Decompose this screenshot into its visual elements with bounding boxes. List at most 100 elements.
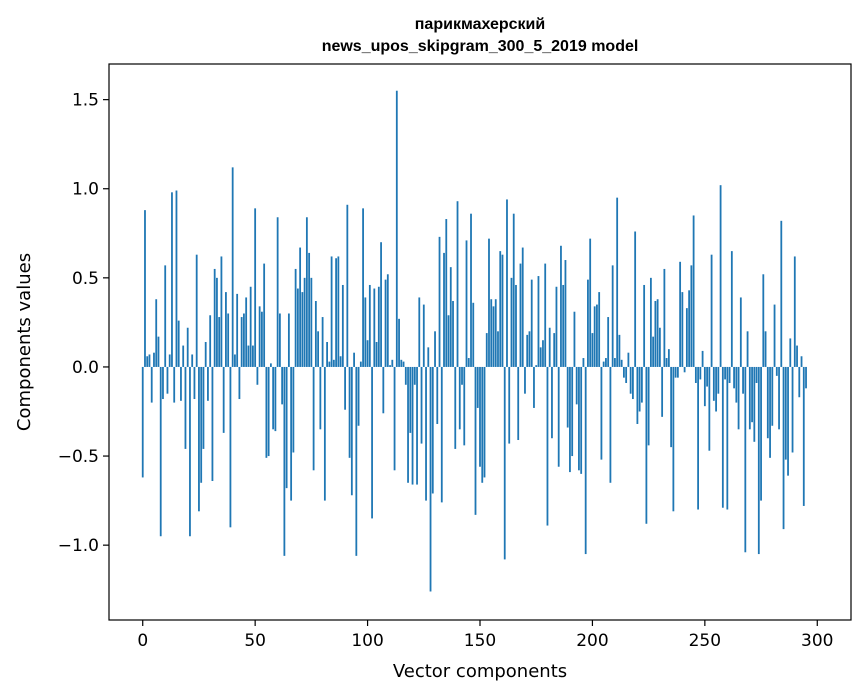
bar-127: [427, 347, 430, 367]
bar-166: [515, 284, 517, 367]
bar-56: [267, 366, 270, 457]
bar-79: [319, 366, 322, 430]
bar-286: [784, 366, 787, 460]
bar-188: [564, 260, 567, 367]
bar-86: [335, 258, 337, 367]
bar-212: [618, 334, 621, 367]
bar-198: [587, 279, 589, 367]
bar-120: [411, 366, 414, 485]
bar-100: [366, 340, 369, 367]
bar-195: [580, 366, 583, 474]
bar-208: [609, 366, 612, 483]
bar-98: [362, 208, 364, 367]
bar-227: [652, 336, 655, 367]
bar-141: [458, 366, 461, 430]
bar-179: [544, 263, 547, 367]
bar-44: [240, 317, 243, 367]
bar-130: [434, 331, 436, 367]
bar-223: [643, 284, 646, 367]
bar-58: [272, 366, 275, 430]
bar-230: [658, 327, 661, 367]
bar-191: [571, 366, 574, 457]
bar-42: [236, 293, 239, 367]
bar-242: [685, 308, 688, 367]
bar-102: [371, 366, 373, 519]
bar-207: [607, 317, 610, 367]
bar-21: [189, 366, 191, 537]
bar-4: [150, 366, 153, 403]
bar-249: [701, 350, 704, 367]
bar-210: [614, 358, 616, 367]
bar-264: [735, 366, 738, 403]
bar-5: [153, 352, 155, 367]
bar-184: [555, 286, 558, 367]
bar-51: [256, 366, 259, 385]
bar-70: [299, 247, 302, 367]
bar-6: [155, 299, 158, 367]
bar-117: [404, 366, 407, 385]
bar-172: [528, 331, 531, 367]
bar-104: [375, 342, 378, 367]
bar-205: [602, 361, 605, 367]
bar-36: [222, 366, 225, 433]
bar-53: [261, 311, 263, 367]
bar-40: [231, 167, 234, 367]
bar-125: [422, 304, 425, 367]
bar-15: [175, 190, 178, 367]
bar-216: [627, 352, 630, 367]
bar-209: [611, 265, 614, 367]
bar-175: [535, 365, 538, 367]
bar-162: [506, 199, 508, 367]
chart-title: парикмахерский: [415, 16, 545, 33]
bar-113: [395, 90, 398, 367]
bar-261: [728, 366, 731, 383]
x-axis-label: Vector components: [393, 661, 567, 682]
bar-107: [382, 366, 385, 414]
bar-119: [409, 366, 412, 433]
bar-252: [708, 366, 711, 451]
bar-38: [227, 313, 230, 367]
bar-84: [330, 256, 333, 367]
bar-250: [703, 366, 706, 407]
bar-256: [717, 366, 720, 394]
bar-46: [245, 297, 248, 367]
x-tick-label-6: 300: [801, 631, 833, 651]
y-tick-label-1: −0.5: [58, 447, 99, 467]
bar-27: [202, 366, 205, 449]
bar-50: [254, 208, 257, 367]
bar-196: [582, 358, 585, 367]
bar-180: [546, 366, 549, 526]
bar-47: [247, 345, 250, 367]
bar-202: [596, 304, 598, 367]
bar-153: [485, 333, 488, 367]
bar-173: [530, 279, 533, 367]
bar-192: [573, 311, 576, 367]
bar-26: [200, 366, 203, 483]
bar-293: [800, 356, 803, 367]
bar-245: [692, 215, 695, 367]
bar-253: [710, 254, 713, 367]
bar-219: [634, 231, 637, 367]
bar-283: [778, 366, 780, 430]
bar-76: [312, 366, 315, 471]
bar-0: [141, 366, 144, 478]
bar-90: [344, 366, 346, 410]
bar-262: [730, 251, 733, 367]
bar-282: [775, 366, 778, 376]
bar-178: [542, 340, 544, 367]
y-tick-label-0: −1.0: [58, 536, 99, 556]
y-axis-label: Components values: [14, 253, 35, 431]
bar-221: [638, 366, 641, 412]
bar-60: [276, 217, 279, 367]
bar-18: [182, 345, 185, 367]
bar-33: [216, 277, 218, 367]
bar-24: [195, 254, 198, 367]
bar-244: [690, 265, 693, 367]
bar-111: [391, 359, 394, 367]
bar-88: [339, 356, 342, 367]
x-tick-label-1: 50: [244, 631, 266, 651]
x-tick-label-0: 0: [137, 631, 148, 651]
bar-19: [184, 366, 187, 449]
bar-37: [225, 292, 227, 367]
bar-97: [359, 361, 362, 367]
